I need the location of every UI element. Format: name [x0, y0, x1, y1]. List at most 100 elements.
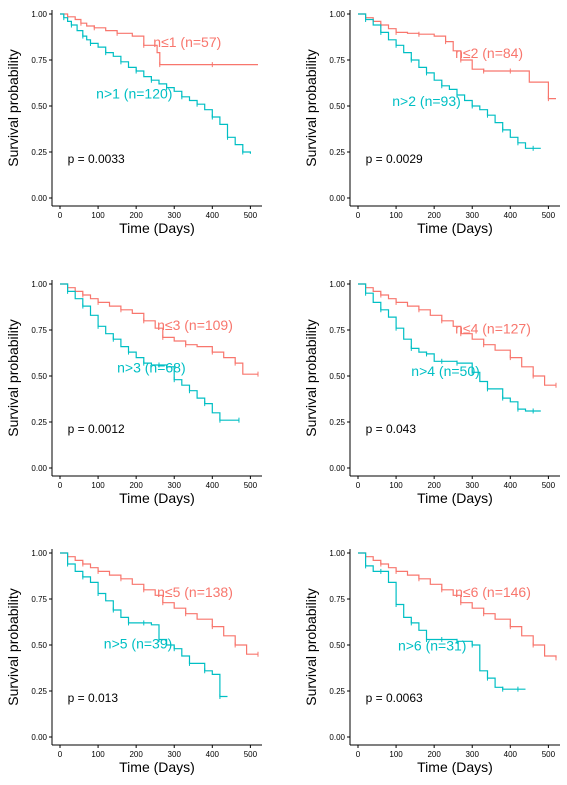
y-axis-title: Survival probability [5, 588, 21, 706]
y-tick-label: 0.25 [31, 418, 47, 427]
y-tick-label: 0.75 [31, 326, 47, 335]
high-group-label: n≤5 (n=138) [157, 584, 233, 600]
y-tick-label: 0.75 [329, 595, 345, 604]
x-tick-label: 500 [542, 481, 556, 490]
low-group-label: n>5 (n=39) [104, 636, 172, 652]
y-tick-label: 0.75 [31, 56, 47, 65]
x-tick-label: 300 [466, 211, 480, 220]
y-tick-label: 0.50 [329, 102, 345, 111]
high-group-curve [358, 283, 556, 386]
low-group-curve [358, 552, 526, 690]
x-tick-label: 300 [466, 750, 480, 759]
high-group-label: n≤2 (n=84) [455, 45, 523, 61]
x-tick-label: 100 [389, 211, 403, 220]
x-tick-label: 200 [129, 481, 143, 490]
y-tick-label: 0.25 [31, 148, 47, 157]
high-group-curve [60, 13, 258, 66]
y-tick-label: 1.00 [31, 549, 47, 558]
high-group-curve [358, 552, 557, 658]
y-tick-label: 0.50 [329, 372, 345, 381]
low-group-label: n>2 (n=93) [392, 93, 461, 109]
low-group-curve [358, 13, 541, 149]
y-tick-label: 0.75 [31, 595, 47, 604]
x-tick-label: 500 [244, 211, 258, 220]
high-group-label: n≤4 (n=127) [455, 321, 531, 337]
x-tick-label: 100 [91, 481, 105, 490]
y-tick-label: 0.25 [329, 148, 345, 157]
km-panel-6: 0.00 0.25 0.50 0.75 1.00 0 100 200 300 400 500 Time… [303, 549, 560, 775]
x-tick-label: 300 [168, 481, 182, 490]
y-tick-label: 1.00 [31, 280, 47, 289]
x-tick-label: 100 [91, 750, 105, 759]
high-group-label: n≤3 (n=109) [157, 317, 233, 333]
x-tick-label: 200 [129, 211, 143, 220]
low-group-curve [60, 13, 251, 154]
x-tick-label: 0 [58, 481, 63, 490]
y-axis-title: Survival probability [303, 588, 319, 706]
y-axis-title: Survival probability [303, 49, 319, 167]
high-group-label: n≤1 (n=57) [153, 34, 221, 50]
x-tick-label: 500 [542, 211, 556, 220]
x-tick-label: 400 [206, 481, 220, 490]
x-tick-label: 0 [58, 211, 63, 220]
y-tick-label: 0.75 [329, 326, 345, 335]
y-tick-label: 0.25 [31, 687, 47, 696]
km-panel-4: 0.00 0.25 0.50 0.75 1.00 0 100 200 300 400 500 Time… [303, 280, 560, 506]
y-tick-label: 1.00 [31, 10, 47, 19]
x-tick-label: 500 [542, 750, 556, 759]
y-tick-label: 1.00 [329, 549, 345, 558]
km-panel-5: 0.00 0.25 0.50 0.75 1.00 0 100 200 300 400 500 Time… [5, 549, 262, 775]
x-tick-label: 100 [389, 481, 403, 490]
p-value: p = 0.0033 [68, 152, 125, 166]
x-tick-label: 0 [58, 750, 63, 759]
low-group-curve [60, 283, 239, 421]
x-tick-label: 100 [389, 750, 403, 759]
km-panel-2: 0.00 0.25 0.50 0.75 1.00 0 100 200 300 400 500 Time… [303, 10, 560, 236]
high-group-label: n≤6 (n=146) [455, 584, 531, 600]
x-tick-label: 0 [356, 750, 361, 759]
high-group-curve [60, 283, 258, 375]
low-group-curve [358, 283, 541, 412]
p-value: p = 0.0029 [366, 152, 423, 166]
y-tick-label: 0.00 [329, 464, 345, 473]
x-tick-label: 300 [168, 211, 182, 220]
x-tick-label: 200 [427, 211, 441, 220]
y-tick-label: 0.00 [329, 194, 345, 203]
y-tick-label: 0.00 [31, 464, 47, 473]
y-tick-label: 0.50 [329, 641, 345, 650]
km-panel-1: 0.00 0.25 0.50 0.75 1.00 0 100 200 300 400 500 Time… [5, 10, 262, 236]
y-tick-label: 0.50 [31, 102, 47, 111]
y-axis-title: Survival probability [5, 49, 21, 167]
y-tick-label: 0.75 [329, 56, 345, 65]
y-axis-title: Survival probability [5, 319, 21, 437]
x-tick-label: 300 [466, 481, 480, 490]
x-axis-title: Time (Days) [119, 220, 195, 236]
x-tick-label: 500 [244, 750, 258, 759]
low-group-label: n>4 (n=50) [411, 363, 480, 379]
km-panel-3: 0.00 0.25 0.50 0.75 1.00 0 100 200 300 400 500 Time… [5, 280, 262, 506]
x-tick-label: 200 [427, 750, 441, 759]
x-tick-label: 0 [356, 211, 361, 220]
p-value: p = 0.0012 [68, 422, 125, 436]
x-tick-label: 300 [168, 750, 182, 759]
x-tick-label: 400 [206, 750, 220, 759]
low-group-label: n>1 (n=120) [96, 86, 172, 102]
x-axis-title: Time (Days) [417, 490, 493, 506]
x-tick-label: 400 [504, 211, 518, 220]
x-tick-label: 200 [129, 750, 143, 759]
y-tick-label: 1.00 [329, 280, 345, 289]
x-axis-title: Time (Days) [119, 759, 195, 775]
low-group-label: n>3 (n=68) [117, 359, 186, 375]
y-tick-label: 0.00 [31, 194, 47, 203]
x-tick-label: 400 [504, 481, 518, 490]
x-tick-label: 0 [356, 481, 361, 490]
p-value: p = 0.013 [68, 691, 119, 705]
p-value: p = 0.043 [366, 422, 417, 436]
y-tick-label: 0.25 [329, 418, 345, 427]
y-tick-label: 0.50 [31, 372, 47, 381]
x-axis-title: Time (Days) [417, 220, 493, 236]
x-tick-label: 100 [91, 211, 105, 220]
x-tick-label: 400 [504, 750, 518, 759]
y-axis-title: Survival probability [303, 319, 319, 437]
